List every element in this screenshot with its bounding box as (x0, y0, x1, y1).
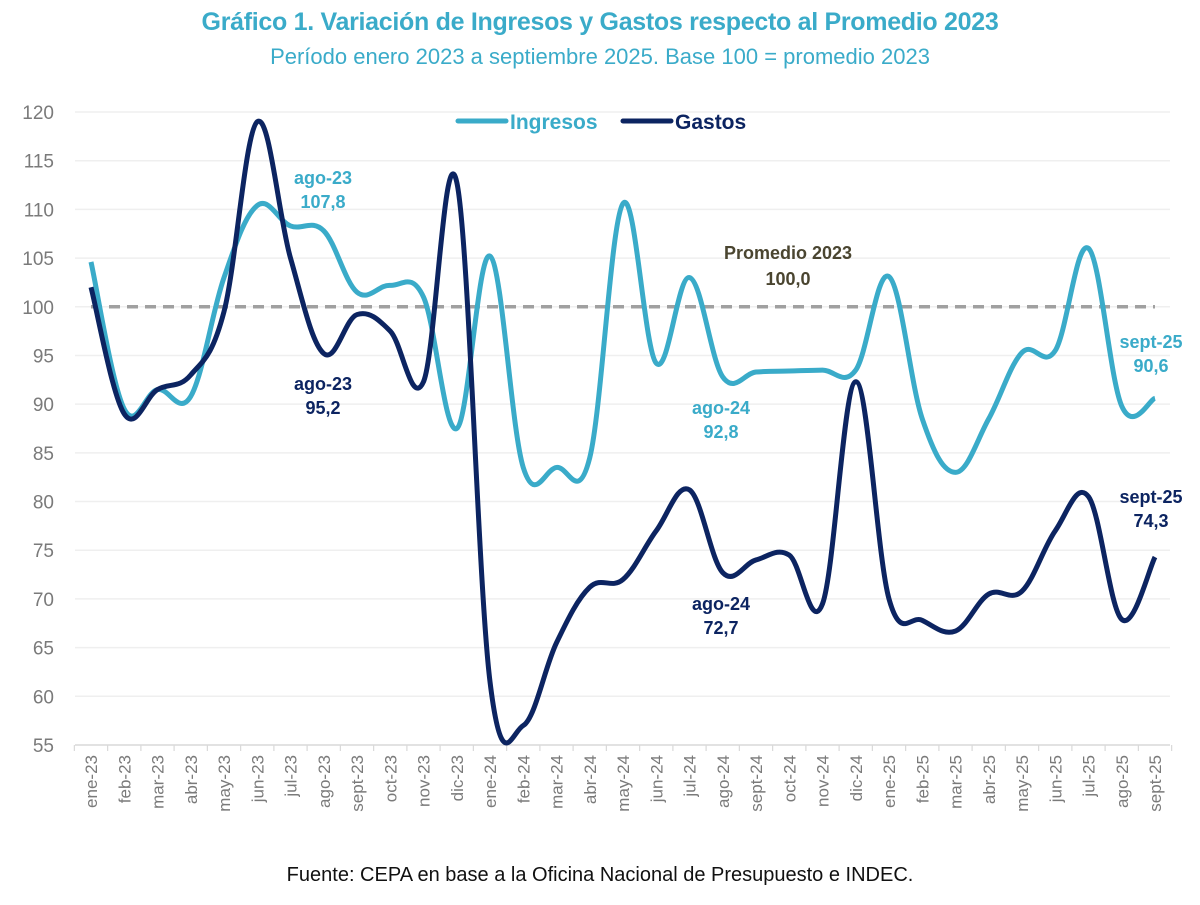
x-tick-label: jul-24 (681, 755, 700, 798)
y-axis: 55 60 65 70 75 80 85 90 95 100 105 110 115 120 (22, 103, 54, 757)
annotation-label-ingresos-ago-23: ago-23 (294, 168, 352, 188)
y-tick-label: 100 (22, 298, 54, 319)
x-tick-label: feb-25 (913, 755, 932, 803)
x-tick-label: ago-25 (1113, 755, 1132, 808)
series-lines (88, 118, 1158, 746)
x-tick-label: mar-25 (947, 755, 966, 809)
series-line-gastos (88, 118, 1158, 746)
annotation-value-ingresos-ago-24: 92,8 (703, 422, 738, 442)
annotation-label-ingresos-ago-24: ago-24 (692, 398, 750, 418)
y-tick-label: 80 (33, 493, 54, 514)
x-tick-label: ene-25 (880, 755, 899, 808)
annotation-value-gastos-sept-25: 74,3 (1133, 511, 1168, 531)
x-tick-label: nov-24 (814, 755, 833, 807)
y-tick-label: 105 (22, 249, 54, 270)
annotation-value-gastos-ago-24: 72,7 (703, 618, 738, 638)
x-tick-label: jun-24 (647, 755, 666, 803)
x-tick-label: may-25 (1013, 755, 1032, 812)
x-tick-label: sept-23 (348, 755, 367, 812)
y-tick-label: 120 (22, 103, 54, 124)
x-tick-label: jul-23 (282, 755, 301, 798)
annotations: ago-23 107,8 ago-23 95,2 ago-24 92,8 ago-24 72,… (294, 168, 1183, 638)
x-tick-label: feb-24 (514, 755, 533, 803)
x-tick-label: nov-23 (415, 755, 434, 807)
y-tick-label: 95 (33, 346, 54, 367)
x-tick-label: jul-25 (1080, 755, 1099, 798)
annotation-value-ingresos-ago-23: 107,8 (300, 192, 345, 212)
y-tick-label: 65 (33, 639, 54, 660)
y-tick-label: 55 (33, 736, 54, 757)
x-tick-label: dic-24 (847, 755, 866, 801)
x-tick-label: mar-23 (149, 755, 168, 809)
annotation-value-ingresos-sept-25: 90,6 (1133, 356, 1168, 376)
x-tick-label: mar-24 (548, 755, 567, 809)
x-tick-label: jun-23 (248, 755, 267, 803)
legend-label-gastos: Gastos (675, 111, 746, 134)
annotation-label-ingresos-sept-25: sept-25 (1119, 332, 1182, 352)
x-tick-label: feb-23 (115, 755, 134, 803)
x-tick-label: abr-25 (980, 755, 999, 804)
y-tick-label: 60 (33, 687, 54, 708)
y-tick-label: 90 (33, 395, 54, 416)
x-tick-label: ago-24 (714, 755, 733, 808)
y-tick-label: 110 (24, 200, 54, 221)
legend-label-ingresos: Ingresos (510, 111, 598, 134)
x-tick-label: oct-24 (780, 755, 799, 802)
y-tick-label: 75 (33, 541, 54, 562)
legend: Ingresos Gastos (455, 111, 746, 134)
reference-line-group: Promedio 2023 100,0 (91, 243, 1155, 309)
chart-title: Gráfico 1. Variación de Ingresos y Gasto… (201, 8, 999, 36)
y-tick-label: 115 (24, 152, 54, 173)
annotation-label-gastos-sept-25: sept-25 (1119, 487, 1182, 507)
source-note: Fuente: CEPA en base a la Oficina Nacion… (286, 864, 914, 886)
x-tick-label: sept-24 (747, 755, 766, 812)
annotation-label-gastos-ago-23: ago-23 (294, 374, 352, 394)
x-tick-label: ene-24 (481, 755, 500, 808)
reference-label: Promedio 2023 (724, 243, 852, 263)
reference-value-label: 100,0 (765, 269, 810, 289)
series-line-ingresos (88, 199, 1157, 488)
x-tick-label: abr-23 (182, 755, 201, 804)
x-tick-label: dic-23 (448, 755, 467, 801)
x-tick-label: ene-23 (82, 755, 101, 808)
x-tick-label: sept-25 (1146, 755, 1165, 812)
annotation-value-gastos-ago-23: 95,2 (305, 398, 340, 418)
x-tick-label: oct-23 (381, 755, 400, 802)
x-tick-label: abr-24 (581, 755, 600, 804)
annotation-label-gastos-ago-24: ago-24 (692, 594, 750, 614)
y-tick-label: 70 (33, 590, 54, 611)
x-tick-label: may-23 (215, 755, 234, 812)
x-tick-label: jun-25 (1046, 755, 1065, 803)
y-tick-label: 85 (33, 444, 54, 465)
x-axis: ene-23 feb-23 mar-23 abr-23 may-23 jun-23 jul-… (73, 744, 1173, 812)
chart-subtitle: Período enero 2023 a septiembre 2025. Ba… (270, 44, 930, 69)
x-tick-label: may-24 (614, 755, 633, 812)
x-tick-label: ago-23 (315, 755, 334, 808)
